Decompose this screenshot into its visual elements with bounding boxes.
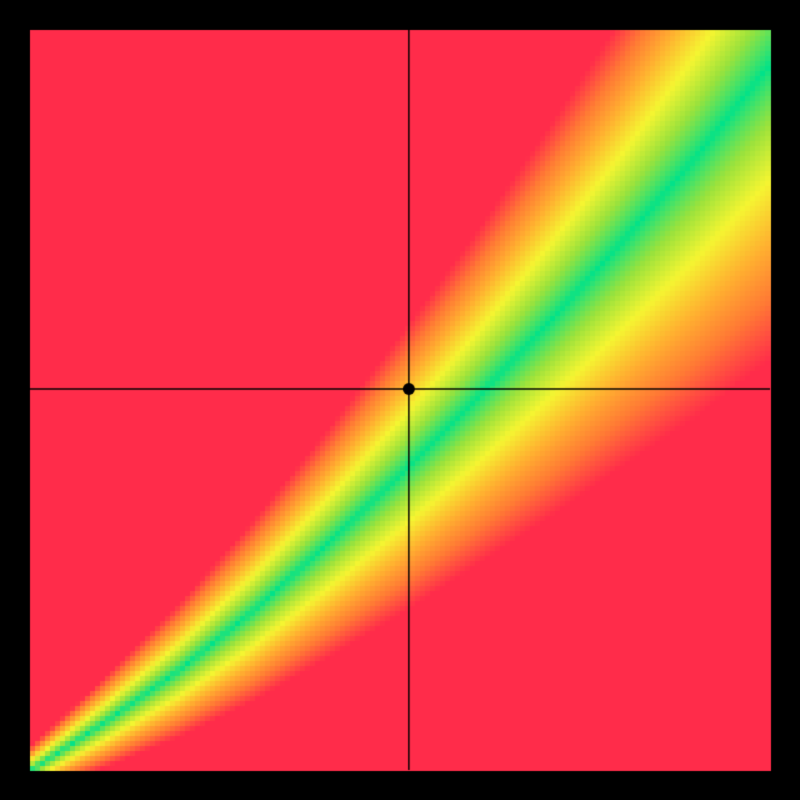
bottleneck-heatmap: [0, 0, 800, 800]
watermark-text: TheBottleneck.com: [536, 2, 776, 33]
